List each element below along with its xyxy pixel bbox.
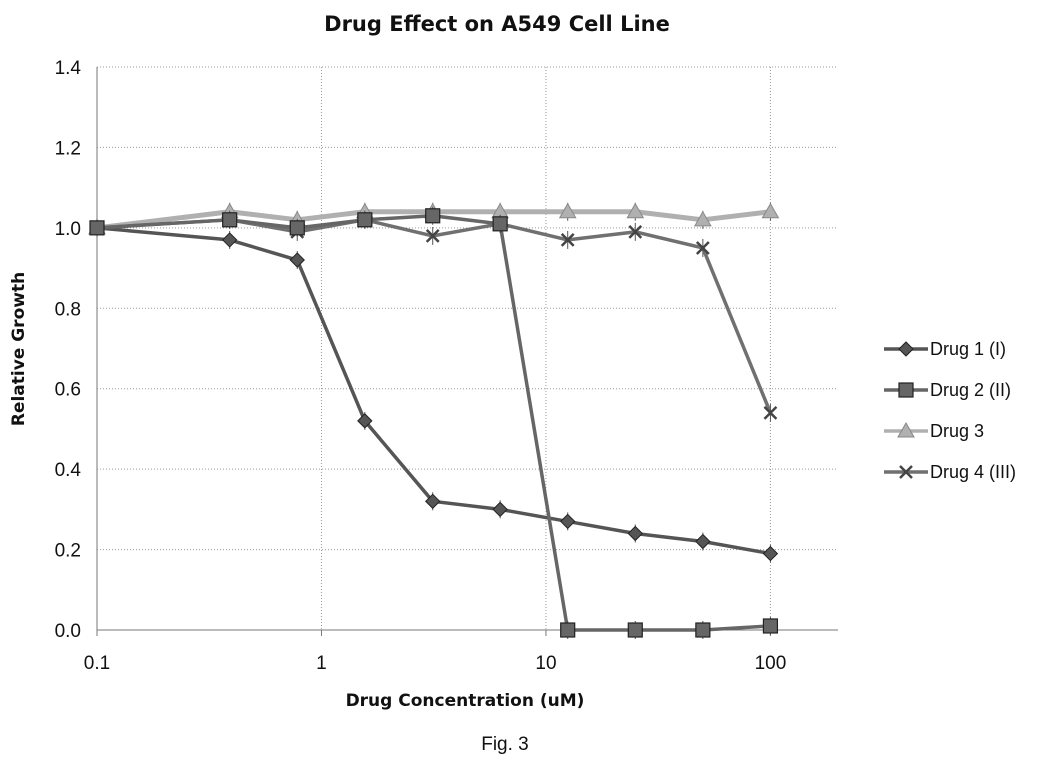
data-point [696,623,710,637]
series-1 [90,219,777,563]
y-tick-label: 1.4 [55,58,82,79]
y-tick-label: 0.8 [55,299,81,320]
y-tick-label: 0.2 [55,541,81,562]
x-tick-label: 0.1 [84,653,110,674]
legend-item: Drug 1 (I) [884,339,1006,359]
figure-caption: Fig. 3 [481,734,529,755]
data-point [223,233,237,247]
data-point [493,217,507,231]
y-tick-label: 0.4 [55,460,82,481]
data-point [290,221,304,235]
legend-item: Drug 3 [884,421,984,441]
y-tick-label: 0.0 [55,621,81,642]
plot-series [89,203,778,639]
series-line [97,216,770,630]
legend-label: Drug 1 (I) [930,339,1006,359]
legend-swatch-marker [899,342,913,356]
data-point [763,547,777,561]
legend-item: Drug 2 (II) [884,380,1011,400]
data-point [90,221,104,235]
chart-title: Drug Effect on A549 Cell Line [324,12,670,36]
x-axis-label: Drug Concentration (uM) [346,691,585,711]
legend-label: Drug 3 [930,421,984,441]
data-point [493,502,507,516]
data-point [358,213,372,227]
x-tick-label: 100 [755,653,787,674]
legend-swatch-marker [899,383,913,397]
data-point [628,526,642,540]
legend-item: Drug 4 (III) [884,462,1016,482]
series-line [97,220,770,413]
data-point [696,535,710,549]
series-4 [91,211,776,422]
data-point [290,253,304,267]
legend-label: Drug 2 (II) [930,380,1011,400]
x-axis: 0.1 1 10 100 [84,630,838,674]
y-axis-label: Relative Growth [9,272,29,426]
series-2 [90,207,777,639]
data-point [763,619,777,633]
legend-label: Drug 4 (III) [930,462,1016,482]
y-tick-label: 1.2 [55,138,81,159]
data-point [426,209,440,223]
data-point [561,514,575,528]
y-tick-label: 1.0 [55,219,81,240]
y-tick-label: 0.6 [55,380,81,401]
y-axis: 0.0 0.2 0.4 0.6 0.8 1.0 1.2 1.4 [55,58,97,642]
data-point [561,623,575,637]
legend: Drug 1 (I) Drug 2 (II) Drug 3 Drug 4 (III) [884,339,1016,482]
data-point [223,213,237,227]
x-tick-label: 10 [535,653,556,674]
data-point [628,623,642,637]
x-tick-label: 1 [316,653,327,674]
